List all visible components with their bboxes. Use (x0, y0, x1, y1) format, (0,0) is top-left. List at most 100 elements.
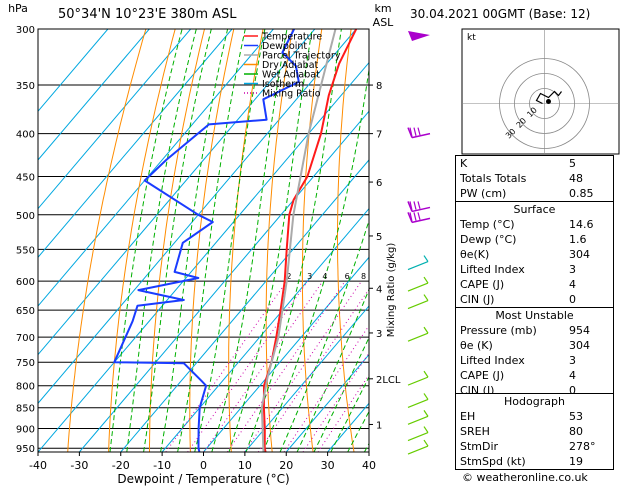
km-tick-label: 2LCL (376, 375, 401, 386)
wind-barb-tick (423, 326, 429, 334)
wind-barb-tick (413, 201, 417, 210)
dry-adiabat (301, 29, 323, 452)
pressure-tick-label: 550 (16, 245, 35, 256)
mixing-ratio-label: 2 (286, 272, 291, 281)
section-title: Surface (456, 201, 613, 217)
table-row: Dewp (°C) 1.6 (456, 232, 613, 247)
isotherm-line (38, 29, 316, 356)
temperature-tick-label: 0 (200, 459, 207, 472)
wind-barb-tick (413, 212, 417, 221)
wind-barb (407, 410, 429, 425)
row-label: Dewp (°C) (460, 233, 517, 246)
isotherm-line (203, 256, 369, 452)
pressure-tick-label: 650 (16, 306, 35, 317)
series-parcel-trajectory (260, 29, 337, 452)
mixing-ratio-label: 15 (396, 272, 406, 281)
dry-adiabat (337, 29, 355, 452)
mixing-ratio-line (257, 288, 369, 452)
row-label: CIN (J) (460, 293, 495, 306)
table-row: Pressure (mb) 954 (456, 323, 613, 338)
wind-barb-tick (409, 212, 413, 222)
table-row: SREH 80 (456, 424, 613, 439)
x-axis-label: Dewpoint / Temperature (°C) (117, 472, 289, 486)
dry-adiabat (372, 29, 395, 452)
wind-barb-tick (423, 410, 429, 417)
pressure-tick-label: 700 (16, 333, 35, 344)
mixing-ratio-label: 3 (307, 272, 312, 281)
km-tick-label: 5 (376, 232, 382, 243)
table-row: Totals Totals 48 (456, 171, 613, 186)
wind-staff (407, 332, 429, 342)
wind-pennant (408, 31, 430, 42)
table-row: PW (cm) 0.85 (456, 186, 613, 201)
isotherm-line (38, 61, 369, 452)
row-label: StmDir (460, 440, 499, 453)
wind-staff (407, 282, 429, 292)
km-unit: km (374, 2, 391, 15)
copyright: © weatheronline.co.uk (462, 471, 588, 484)
wet-adiabat (177, 29, 246, 452)
row-value: 4 (569, 369, 576, 382)
temperature-tick-label: -40 (29, 459, 47, 472)
hodograph-unit: kt (467, 33, 476, 43)
pressure-tick-label: 300 (16, 25, 35, 36)
km-tick-label: 3 (376, 329, 382, 340)
mixing-ratio-label: 8 (361, 272, 366, 281)
row-label: Temp (°C) (460, 218, 515, 231)
row-value: 0 (569, 293, 576, 306)
wet-adiabat (245, 29, 342, 452)
wind-barb-tick (423, 276, 429, 284)
wind-barb-tick (423, 370, 429, 378)
dry-adiabat (67, 29, 147, 452)
mixing-ratio-label: 10 (371, 272, 381, 281)
row-value: 4 (569, 278, 576, 291)
row-label: θe(K) (460, 248, 490, 261)
wind-barb (407, 439, 429, 455)
wind-barb (407, 326, 429, 342)
km-tick-label: 4 (376, 284, 382, 295)
row-value: 1.6 (569, 233, 587, 246)
temperature-tick-label: 10 (238, 459, 252, 472)
isotherm-line (285, 353, 369, 452)
table-row: CAPE (J) 4 (456, 277, 613, 292)
wind-barb (407, 294, 429, 310)
pressure-tick-label: 400 (16, 130, 35, 141)
km-tick-label: 6 (376, 178, 382, 189)
legend-entry: Parcel Trajectory (262, 51, 341, 62)
mixing-ratio-label: 6 (345, 272, 350, 281)
isotherm-line (78, 110, 369, 452)
hodograph-table: Hodograph EH 53 SREH 80 StmDir 278° StmSpd (kt)… (455, 393, 614, 470)
mixing-ratio-label: 4 (322, 272, 327, 281)
km-tick-label: 7 (376, 130, 382, 141)
mixing-ratio-line (187, 280, 309, 452)
table-row: Lifted Index 3 (456, 262, 613, 277)
storm-motion-marker (546, 99, 551, 104)
temperature-tick-label: 20 (279, 459, 293, 472)
temperature-tick-label: -10 (153, 459, 171, 472)
location-title: 50°34'N 10°23'E 380m ASL (58, 7, 237, 22)
temperature-tick-label: 30 (321, 459, 335, 472)
wet-adiabat (126, 29, 197, 452)
row-label: Lifted Index (460, 263, 525, 276)
row-value: 278° (569, 440, 596, 453)
row-value: 5 (569, 157, 576, 170)
isotherm-line (38, 29, 357, 405)
pressure-tick-label: 900 (16, 425, 35, 436)
wet-adiabat (211, 29, 288, 452)
wind-barb-tick (413, 127, 417, 136)
row-label: PW (cm) (460, 187, 507, 200)
row-label: CAPE (J) (460, 278, 505, 291)
temperature-tick-label: -30 (70, 459, 88, 472)
wind-barb-tick (423, 426, 429, 433)
wind-barb (407, 370, 429, 386)
wet-adiabat (279, 218, 369, 452)
wind-barb (408, 31, 430, 42)
row-value: 954 (569, 324, 590, 337)
row-value: 53 (569, 410, 583, 423)
wind-barb-tick (409, 127, 413, 137)
row-value: 19 (569, 455, 583, 468)
pressure-tick-label: 750 (16, 358, 35, 369)
table-row: CIN (J) 0 (456, 292, 613, 307)
